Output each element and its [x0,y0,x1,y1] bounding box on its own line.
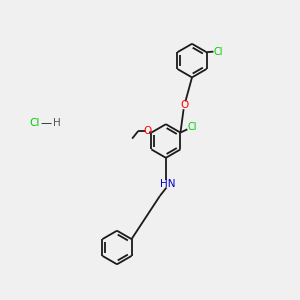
Text: Cl: Cl [187,122,196,132]
Text: O: O [143,126,151,136]
Text: H: H [53,118,61,128]
Text: —: — [41,118,52,128]
Text: Cl: Cl [214,46,223,57]
Text: HN: HN [160,179,175,189]
Text: Cl: Cl [29,118,40,128]
Text: O: O [180,100,189,110]
